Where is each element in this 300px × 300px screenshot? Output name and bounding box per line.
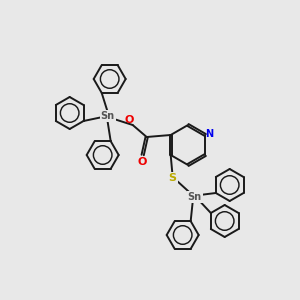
Text: S: S [169,173,177,183]
Text: N: N [205,129,213,139]
Text: O: O [138,157,147,167]
Text: Sn: Sn [100,111,115,121]
Text: Sn: Sn [188,192,202,202]
Text: O: O [125,115,134,125]
